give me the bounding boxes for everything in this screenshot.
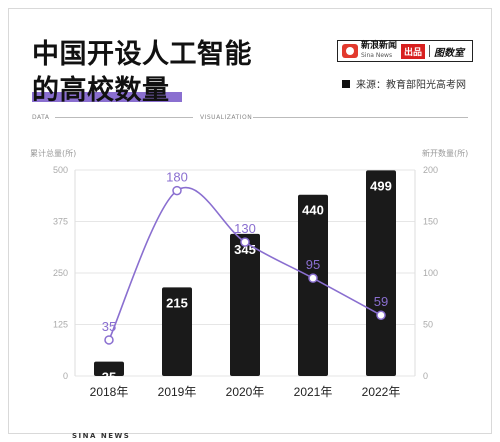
source-text: 来源：教育部阳光高考网 [356,80,466,91]
bar [230,233,260,376]
brand-name-en: Sina News [361,52,393,59]
brand-text: 新浪新闻 Sina News [361,42,397,60]
y-right-axis-title: 新开数量(所) [422,149,469,158]
line-value-label: 59 [374,294,388,309]
source-square-icon [342,79,350,88]
line-value-label: 95 [306,257,320,272]
y-right-tick-label: 0 [423,371,428,381]
sina-logo-icon [342,44,358,58]
bar-value-label: 440 [302,203,324,218]
page-title: 中国开设人工智能 [32,39,252,70]
bar [366,170,396,376]
y-left-tick-label: 250 [53,268,68,278]
y-right-tick-label: 150 [423,217,438,227]
title-underline [32,92,182,102]
line-value-label: 130 [234,221,256,236]
x-tick-label: 2021年 [294,385,333,399]
bar-value-label: 215 [166,295,188,310]
x-tick-label: 2020年 [226,385,265,399]
line-point [308,273,318,283]
bar [94,361,124,376]
visualization-label: VISUALIZATION [200,114,253,121]
brand-badge: 出品 [401,43,426,59]
bar-value-label: 35 [102,370,116,385]
line-point [172,185,182,196]
line-point [376,310,386,320]
brand-room: 图数室 [434,47,465,59]
line-series [108,186,382,341]
line-point [240,237,250,247]
y-right-tick-label: 100 [423,268,438,278]
footer-brand: SINA NEWS [72,432,131,440]
x-tick-label: 2022年 [362,385,401,399]
bar [162,287,192,376]
x-tick-label: 2019年 [158,385,197,399]
y-left-tick-label: 0 [63,371,68,381]
brand-name-cn: 新浪新闻 [361,41,398,51]
divider-line-left [55,117,193,118]
brand-separator [429,45,431,57]
x-tick-label: 2018年 [90,385,129,399]
brand-block: 新浪新闻 Sina News 出品 图数室 [337,40,473,62]
y-left-axis-title: 累计总量(所) [30,149,77,158]
data-label: DATA [32,114,50,121]
page-title-line2: 的高校数量 [32,75,170,106]
source-note: 来源：教育部阳光高考网 [342,76,466,91]
bar-value-label: 499 [370,178,392,193]
line-point [104,335,114,345]
y-left-tick-label: 125 [53,320,68,330]
y-left-tick-label: 375 [53,217,68,227]
line-value-label: 180 [166,170,188,185]
bar [298,194,328,376]
y-left-tick-label: 500 [53,165,68,175]
y-right-tick-label: 200 [423,165,438,175]
y-right-tick-label: 50 [423,320,433,330]
line-value-label: 35 [102,319,116,334]
divider-line-right [253,117,468,118]
frame [8,8,492,434]
